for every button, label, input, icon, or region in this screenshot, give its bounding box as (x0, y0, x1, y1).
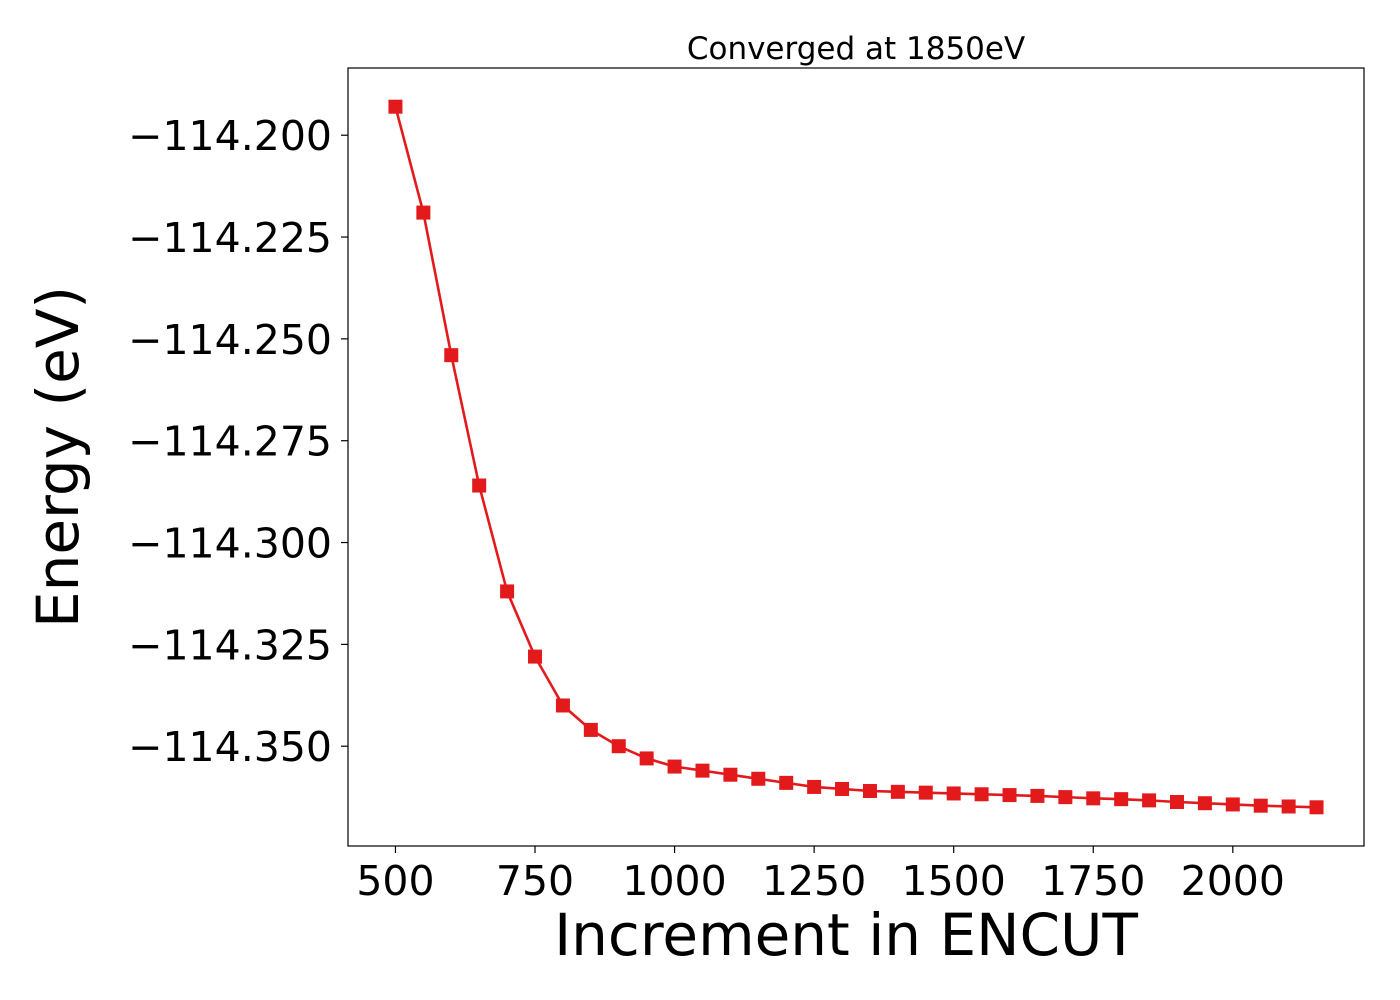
x-axis-title: Increment in ENCUT (554, 901, 1138, 969)
y-tick-label: −114.200 (128, 112, 332, 160)
data-point (862, 784, 877, 799)
data-point (835, 781, 850, 796)
data-point (500, 584, 515, 599)
data-point (974, 787, 989, 802)
y-tick-label: −114.225 (128, 214, 332, 262)
y-tick-label: −114.250 (128, 316, 332, 364)
data-point (751, 771, 766, 786)
y-tick-label: −114.300 (128, 520, 332, 568)
data-point (1309, 800, 1324, 815)
chart-title: Converged at 1850eV (687, 31, 1025, 67)
data-point (946, 786, 961, 801)
data-point (444, 348, 459, 363)
data-point (1169, 795, 1184, 810)
data-point (1253, 798, 1268, 813)
data-point (1002, 788, 1017, 803)
data-point (416, 205, 431, 220)
data-point (807, 779, 822, 794)
data-point (1197, 796, 1212, 811)
data-point (918, 785, 933, 800)
data-point (611, 739, 626, 754)
data-point (890, 784, 905, 799)
plot-frame (347, 67, 1365, 847)
x-tick-label: 1000 (622, 857, 726, 905)
x-tick-label: 750 (496, 857, 574, 905)
data-point (528, 649, 543, 664)
y-axis-title: Energy (eV) (24, 286, 92, 628)
x-axis: 500 750 1000 1250 1500 1750 2000 (356, 846, 1285, 905)
series-line (394, 106, 1317, 809)
data-point (695, 763, 710, 778)
data-point (639, 751, 654, 766)
data-point (1281, 799, 1296, 814)
x-tick-label: 500 (356, 857, 434, 905)
data-point (555, 698, 570, 713)
data-point (583, 722, 598, 737)
y-tick-label: −114.325 (128, 621, 332, 669)
x-tick-label: 1750 (1041, 857, 1145, 905)
plot-area (388, 99, 1324, 815)
data-point (1142, 793, 1157, 808)
data-point (1058, 790, 1073, 805)
data-point (779, 775, 794, 790)
data-point (1030, 788, 1045, 803)
data-point (667, 759, 682, 774)
y-tick-label: −114.275 (128, 418, 332, 466)
x-tick-label: 2000 (1181, 857, 1285, 905)
x-tick-label: 1250 (762, 857, 866, 905)
data-point (1114, 792, 1129, 807)
y-axis: −114.200 −114.225 −114.250 −114.275 −114.300… (128, 112, 348, 771)
y-tick-label: −114.350 (128, 723, 332, 771)
data-point (472, 478, 487, 493)
x-tick-label: 1500 (902, 857, 1006, 905)
data-point (723, 767, 738, 782)
data-point (1086, 791, 1101, 806)
data-point (388, 99, 403, 114)
data-point (1225, 797, 1240, 812)
